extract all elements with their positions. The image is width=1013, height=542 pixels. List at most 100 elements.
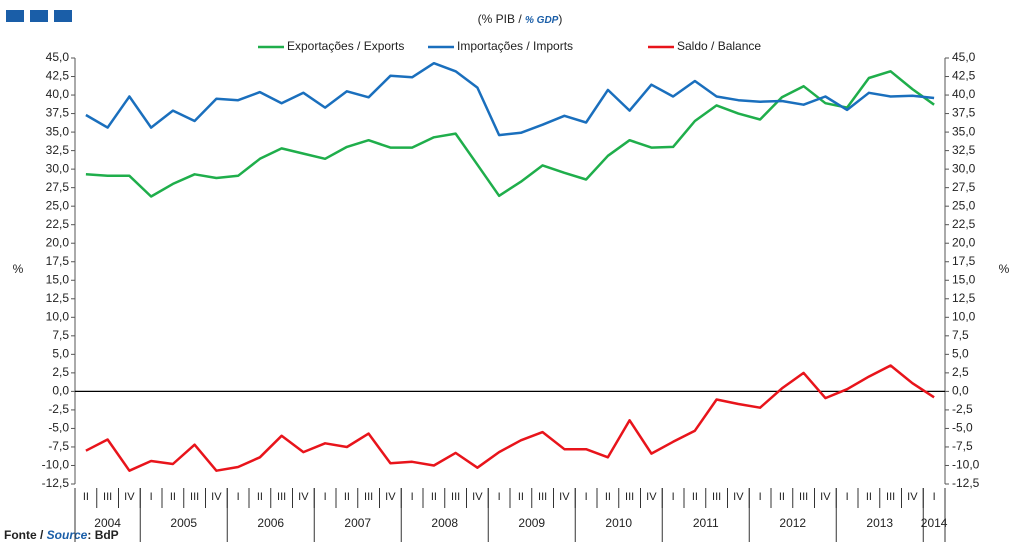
y-tick-label: -7,5 [48,439,69,453]
year-label: 2005 [170,516,197,530]
x-tick-label: I [759,491,762,503]
legend-label: Saldo / Balance [677,39,761,53]
x-tick-label: III [712,491,721,503]
x-tick-label: I [585,491,588,503]
y2-tick-label: 7,5 [952,328,969,342]
logo-block [6,10,24,22]
x-tick-label: III [886,491,895,503]
source-part: Source [47,528,88,542]
x-tick-label: I [324,491,327,503]
x-tick-label: III [451,491,460,503]
y-tick-label: 35,0 [46,124,70,138]
x-tick-label: II [344,491,350,503]
y2-tick-label: -10,0 [952,458,980,472]
y2-axis-label: % [999,262,1010,276]
x-tick-label: IV [298,491,309,503]
subtitle-part: % GDP [525,15,559,26]
y2-tick-label: 42,5 [952,69,976,83]
x-tick-label: III [103,491,112,503]
x-tick-label: III [190,491,199,503]
legend-label: Importações / Imports [457,39,573,53]
x-tick-label: II [83,491,89,503]
y-tick-label: 37,5 [46,106,70,120]
y-tick-label: 5,0 [52,347,69,361]
y2-tick-label: 12,5 [952,291,976,305]
x-tick-label: III [277,491,286,503]
y-tick-label: 25,0 [46,198,70,212]
source: Fonte / Source: BdP [4,528,119,542]
x-tick-label: II [779,491,785,503]
y-tick-label: 10,0 [46,309,70,323]
x-tick-label: IV [907,491,918,503]
x-tick-label: III [625,491,634,503]
year-label: 2014 [921,516,948,530]
y2-tick-label: 22,5 [952,217,976,231]
y2-tick-label: 17,5 [952,254,976,268]
year-label: 2004 [94,516,121,530]
x-tick-label: IV [385,491,396,503]
logo-block [54,10,72,22]
y-tick-label: 20,0 [46,235,70,249]
y-tick-label: 40,0 [46,87,70,101]
y-tick-label: -5,0 [48,421,69,435]
series-line [85,364,935,472]
x-tick-label: IV [472,491,483,503]
x-tick-label: II [431,491,437,503]
x-tick-label: II [518,491,524,503]
x-tick-label: II [692,491,698,503]
y2-tick-label: 25,0 [952,198,976,212]
x-tick-label: II [605,491,611,503]
year-label: 2007 [344,516,371,530]
y-tick-label: 42,5 [46,69,70,83]
y2-tick-label: 40,0 [952,87,976,101]
y2-tick-label: 32,5 [952,143,976,157]
x-tick-label: I [411,491,414,503]
y2-tick-label: 10,0 [952,309,976,323]
legend-label: Exportações / Exports [287,39,404,53]
y-tick-label: 30,0 [46,161,70,175]
y2-tick-label: 0,0 [952,384,969,398]
year-label: 2008 [431,516,458,530]
y2-tick-label: 30,0 [952,161,976,175]
y-axis-label: % [13,262,24,276]
x-tick-label: I [672,491,675,503]
subtitle-part: ) [558,12,562,26]
year-label: 2009 [518,516,545,530]
year-label: 2006 [257,516,284,530]
x-tick-label: IV [820,491,831,503]
y2-tick-label: -2,5 [952,402,973,416]
x-tick-label: I [846,491,849,503]
x-tick-label: I [150,491,153,503]
y-tick-label: 2,5 [52,365,69,379]
y2-tick-label: 45,0 [952,50,976,64]
y2-tick-label: 27,5 [952,180,976,194]
x-tick-label: I [933,491,936,503]
y-tick-label: 27,5 [46,180,70,194]
y2-tick-label: 35,0 [952,124,976,138]
y-tick-label: -2,5 [48,402,69,416]
series-line [85,61,935,137]
year-label: 2013 [866,516,893,530]
x-tick-label: I [237,491,240,503]
x-tick-label: II [170,491,176,503]
x-tick-label: IV [733,491,744,503]
x-tick-label: IV [211,491,222,503]
year-label: 2012 [779,516,806,530]
source-part: : BdP [87,528,118,542]
y-tick-label: 45,0 [46,50,70,64]
x-tick-label: III [799,491,808,503]
y-tick-label: -10,0 [42,458,70,472]
year-label: 2010 [605,516,632,530]
x-tick-label: IV [559,491,570,503]
source-part: Fonte / [4,528,47,542]
y2-tick-label: 2,5 [952,365,969,379]
y2-tick-label: 15,0 [952,272,976,286]
x-tick-label: II [866,491,872,503]
y-tick-label: 7,5 [52,328,69,342]
x-tick-label: III [538,491,547,503]
series-line [85,70,935,198]
y2-tick-label: -12,5 [952,476,980,490]
x-tick-label: III [364,491,373,503]
y-tick-label: -12,5 [42,476,70,490]
